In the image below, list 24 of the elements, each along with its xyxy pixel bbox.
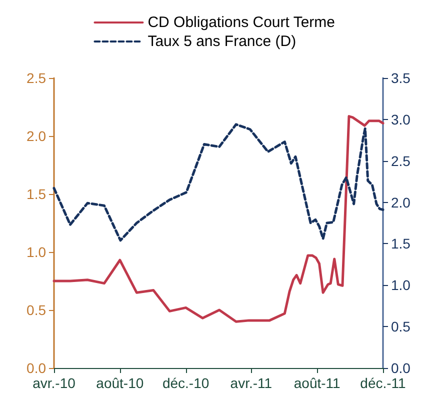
y2-tick-label: 1.0 xyxy=(391,277,411,294)
line-series xyxy=(52,115,384,323)
y2-tick-label: 3.5 xyxy=(391,70,411,86)
x-tick-label: août-10 xyxy=(96,375,144,391)
y2-tick-label: 2.0 xyxy=(391,194,411,210)
y2-tick-label: 1.5 xyxy=(391,236,411,252)
y2-tick-label: 0.0 xyxy=(391,360,411,376)
y2-tick-label: 0.5 xyxy=(391,318,411,335)
y-tick-label: 1.0 xyxy=(26,244,46,260)
y-tick-label: 2.5 xyxy=(26,70,46,86)
y2-tick-label: 2.5 xyxy=(391,152,411,169)
x-tick-label: avr.-10 xyxy=(32,375,76,391)
legend-label: CD Obligations Court Terme xyxy=(148,14,336,31)
y-tick-label: 2.0 xyxy=(26,128,46,144)
y2-tick-label: 3.0 xyxy=(391,111,411,128)
line-series xyxy=(52,123,384,242)
x-tick-label: déc.-10 xyxy=(162,375,210,391)
y-tick-label: 0.5 xyxy=(26,302,46,318)
x-tick-label: déc.-11 xyxy=(360,375,406,391)
x-tick-label: avr.-11 xyxy=(230,375,272,391)
x-tick-label: août-11 xyxy=(294,375,341,391)
y-tick-label: 0.0 xyxy=(26,360,46,376)
legend-label: Taux 5 ans France (D) xyxy=(148,33,296,50)
y-tick-label: 1.5 xyxy=(26,186,46,202)
